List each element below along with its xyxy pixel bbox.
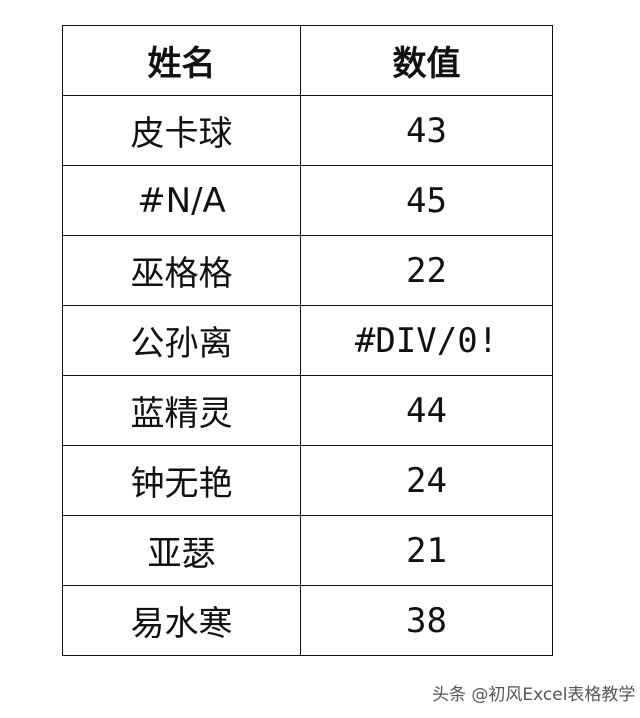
name-cell: 巫格格 — [62, 235, 301, 306]
name-cell: 公孙离 — [62, 305, 301, 376]
name-cell: 皮卡球 — [62, 95, 301, 166]
value-cell: 38 — [300, 585, 553, 656]
table-row: 易水寒 38 — [62, 585, 553, 656]
value-cell: 21 — [300, 515, 553, 586]
value-cell: 44 — [300, 375, 553, 446]
table-row: 巫格格 22 — [62, 235, 553, 306]
name-cell: 蓝精灵 — [62, 375, 301, 446]
table-row: 公孙离 #DIV/0! — [62, 305, 553, 376]
name-cell: 钟无艳 — [62, 445, 301, 516]
data-table: 姓名 数值 皮卡球 43 #N/A 45 巫格格 22 公孙离 #DIV/0! 蓝精灵 44 钟无艳… — [62, 25, 553, 656]
value-cell: #DIV/0! — [300, 305, 553, 376]
table-row: 皮卡球 43 — [62, 95, 553, 166]
value-cell: 24 — [300, 445, 553, 516]
table-row: 钟无艳 24 — [62, 445, 553, 516]
table-row: #N/A 45 — [62, 165, 553, 236]
table-row: 蓝精灵 44 — [62, 375, 553, 446]
header-name: 姓名 — [62, 25, 301, 96]
table-row: 亚瑟 21 — [62, 515, 553, 586]
value-cell: 45 — [300, 165, 553, 236]
header-value: 数值 — [300, 25, 553, 96]
name-cell: 亚瑟 — [62, 515, 301, 586]
name-cell: 易水寒 — [62, 585, 301, 656]
value-cell: 22 — [300, 235, 553, 306]
header-row: 姓名 数值 — [62, 25, 553, 96]
value-cell: 43 — [300, 95, 553, 166]
watermark: 头条 @初风Excel表格教学 — [432, 685, 636, 705]
name-cell: #N/A — [62, 165, 301, 236]
